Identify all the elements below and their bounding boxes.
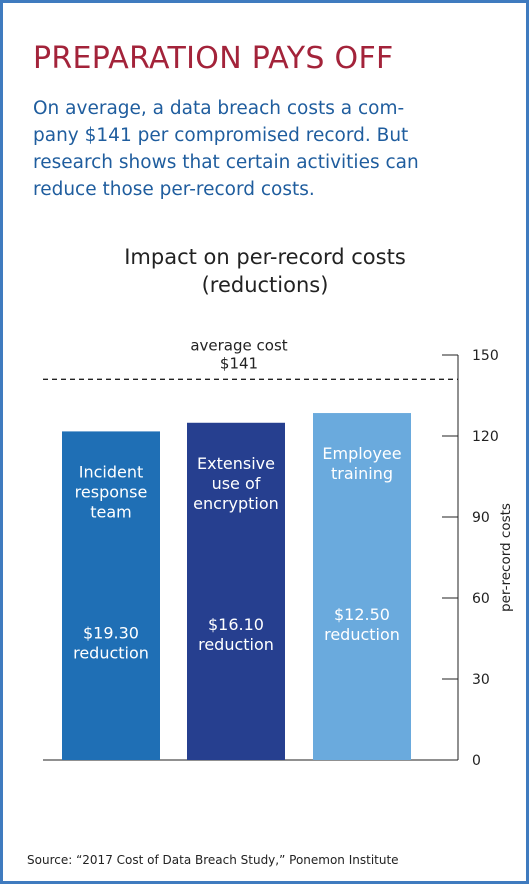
- y-tick-label: 60: [472, 591, 490, 607]
- y-tick-label: 90: [472, 510, 490, 526]
- intro-line: reduce those per-record costs.: [33, 179, 315, 200]
- intro-line: On average, a data breach costs a com-: [33, 98, 405, 119]
- y-tick-label: 150: [472, 348, 499, 364]
- chart-title: Impact on per-record costs (reductions): [65, 243, 465, 299]
- bar-reduction-label: $16.10: [208, 615, 264, 634]
- bar-category-label: team: [90, 502, 132, 521]
- y-tick-label: 0: [472, 753, 481, 769]
- bar: [187, 422, 285, 760]
- bar-reduction-label: reduction: [73, 643, 149, 662]
- y-axis-label: per-record costs: [498, 503, 514, 612]
- bar-category-label: response: [75, 482, 148, 501]
- bar-category-label: use of: [212, 474, 261, 493]
- bar-chart: 0 30 60 90 120 150 per-record costs Incidentres…: [43, 336, 514, 769]
- bar: [313, 413, 411, 760]
- y-tick-label: 120: [472, 429, 499, 445]
- bar-category-label: Employee: [322, 444, 401, 463]
- bar: [62, 431, 160, 760]
- y-tick-label: 30: [472, 672, 490, 688]
- intro-paragraph: On average, a data breach costs a com- p…: [33, 95, 503, 203]
- average-cost-label: average cost: [190, 336, 287, 354]
- intro-line: research shows that certain activities c…: [33, 152, 419, 173]
- chart-title-line: Impact on per-record costs: [124, 245, 406, 269]
- chart-title-line: (reductions): [201, 273, 329, 297]
- headline: PREPARATION PAYS OFF: [33, 41, 394, 76]
- bar-category-label: training: [331, 464, 393, 483]
- source-note: Source: “2017 Cost of Data Breach Study,…: [27, 853, 399, 867]
- bar-reduction-label: $19.30: [83, 623, 139, 642]
- bar-category-label: encryption: [193, 494, 279, 513]
- bar-reduction-label: reduction: [198, 635, 274, 654]
- bar-reduction-label: $12.50: [334, 605, 390, 624]
- intro-line: pany $141 per compromised record. But: [33, 125, 409, 146]
- average-cost-label: $141: [220, 354, 258, 372]
- bar-category-label: Incident: [79, 462, 144, 481]
- bar-category-label: Extensive: [197, 454, 275, 473]
- bar-reduction-label: reduction: [324, 625, 400, 644]
